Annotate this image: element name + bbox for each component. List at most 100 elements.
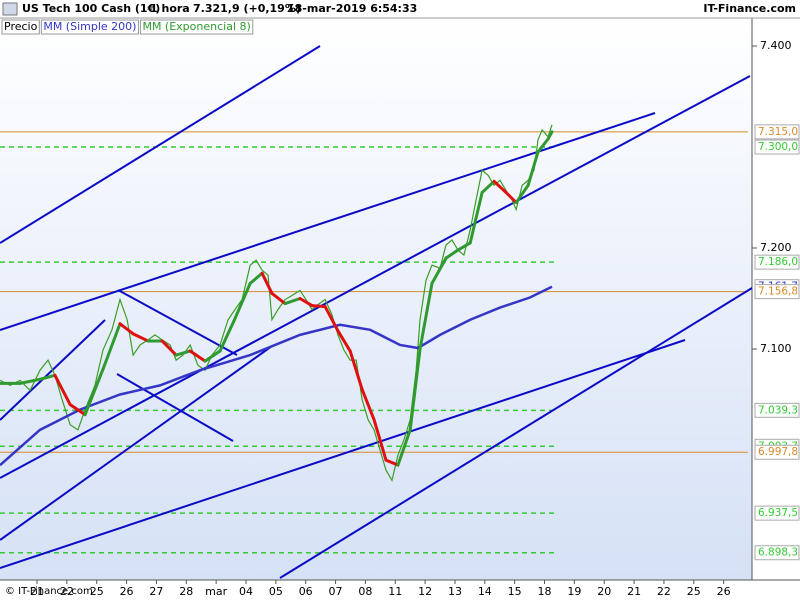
ema-segment xyxy=(53,373,72,407)
trend-line xyxy=(0,339,686,569)
legend-box[interactable] xyxy=(139,19,254,35)
trend-line xyxy=(117,289,238,356)
quote: 7.321,9 (+0,19%) xyxy=(193,2,301,15)
ma-line xyxy=(0,285,553,467)
x-tick-label: 07 xyxy=(329,585,343,598)
ema-segment xyxy=(480,179,496,194)
x-tick-label: 22 xyxy=(60,585,74,598)
ema-segment xyxy=(248,271,264,285)
ema-segment xyxy=(418,281,434,351)
level-label: 7.186,0 xyxy=(758,256,798,268)
level-label: 6.997,8 xyxy=(758,446,798,458)
x-tick-label: 04 xyxy=(239,585,253,598)
level-label: 6.937,5 xyxy=(758,507,798,519)
x-tick-label: mar xyxy=(205,585,227,598)
level-label-box xyxy=(754,545,800,561)
x-tick-label: 06 xyxy=(299,585,313,598)
legend-entry[interactable]: MM (Exponencial 8) xyxy=(142,20,250,33)
x-tick-label: 26 xyxy=(120,585,134,598)
x-tick-label: 20 xyxy=(597,585,611,598)
ema-segment xyxy=(68,403,87,417)
footer: © IT-Finance.com xyxy=(5,586,93,597)
x-tick-label: 12 xyxy=(418,585,432,598)
ema-segment xyxy=(131,332,150,343)
ema-segment xyxy=(203,349,222,363)
legend-box[interactable] xyxy=(40,19,139,35)
x-tick-label: 21 xyxy=(30,585,44,598)
plot-area xyxy=(0,18,752,580)
x-tick-label: 19 xyxy=(567,585,581,598)
ema-segment xyxy=(174,349,192,357)
datetime: 18-mar-2019 6:54:33 xyxy=(287,2,417,15)
ema-segment xyxy=(160,339,178,357)
trend-line xyxy=(0,75,751,479)
level-label-box xyxy=(754,254,800,270)
ema-segment xyxy=(336,329,352,353)
level-label-box xyxy=(754,402,800,418)
x-tick-label: 13 xyxy=(448,585,462,598)
icon[interactable] xyxy=(2,2,18,16)
ema-segment xyxy=(323,305,340,333)
trend-line xyxy=(279,287,753,579)
ema-segment xyxy=(218,317,237,353)
trend-lines xyxy=(0,45,753,579)
ema-segment xyxy=(396,428,412,467)
y-tick-label: 7.200 xyxy=(760,241,792,254)
level-label: 7.300,0 xyxy=(758,141,798,153)
level-label-box xyxy=(754,444,800,460)
ema-segment xyxy=(283,297,302,306)
ema-segment xyxy=(260,271,274,295)
ema-segment xyxy=(536,137,550,154)
trend-line xyxy=(0,112,656,331)
ema-segment xyxy=(504,190,518,205)
x-tick-label: 05 xyxy=(269,585,283,598)
legend-entry[interactable]: MM (Simple 200) xyxy=(43,20,136,33)
level-label: 6.898,3 xyxy=(758,547,798,559)
ema-segment xyxy=(384,458,400,467)
ema-segment xyxy=(101,322,122,371)
level-label-box xyxy=(754,124,800,140)
ema-segment xyxy=(310,304,327,309)
ema-segment xyxy=(360,387,376,422)
x-tick-label: 14 xyxy=(478,585,492,598)
legend-entry[interactable]: Precio xyxy=(4,20,38,33)
ema-segment xyxy=(514,183,530,205)
ema-segment xyxy=(233,281,252,321)
ema-segment xyxy=(298,297,314,308)
x-tick-label: 18 xyxy=(538,585,552,598)
ema-segment xyxy=(430,256,448,285)
x-tick-label: 28 xyxy=(179,585,193,598)
x-tick-label: 22 xyxy=(657,585,671,598)
ema-segment xyxy=(18,377,42,385)
ema-segment xyxy=(348,349,364,391)
trend-line xyxy=(0,345,273,541)
instrument: US Tech 100 Cash (1€) xyxy=(22,2,160,15)
level-label-box xyxy=(754,505,800,521)
ema-segment xyxy=(444,248,460,260)
legend-box[interactable] xyxy=(1,19,40,35)
x-tick-label: 11 xyxy=(388,585,402,598)
ema-segment xyxy=(456,241,472,252)
ema-segment xyxy=(83,367,105,417)
level-label: 7.039,3 xyxy=(758,404,798,416)
site: IT-Finance.com xyxy=(703,2,796,15)
ema-segment xyxy=(38,373,57,381)
level-label-box xyxy=(754,284,800,300)
ema-segment xyxy=(118,322,135,336)
ema-segment xyxy=(408,347,422,432)
x-tick-label: 25 xyxy=(90,585,104,598)
x-tick-label: 15 xyxy=(508,585,522,598)
x-tick-label: 21 xyxy=(627,585,641,598)
ema-segment xyxy=(526,150,540,187)
trend-line xyxy=(0,45,321,244)
x-tick-label: 25 xyxy=(687,585,701,598)
x-tick-label: 26 xyxy=(717,585,731,598)
level-label-box xyxy=(754,139,800,155)
x-tick-label: 27 xyxy=(149,585,163,598)
x-tick-label: 08 xyxy=(358,585,372,598)
ema-segment xyxy=(372,418,388,462)
ema-segment xyxy=(492,179,508,194)
y-tick-label: 7.400 xyxy=(760,39,792,52)
level-label: 7.315,0 xyxy=(758,126,798,138)
